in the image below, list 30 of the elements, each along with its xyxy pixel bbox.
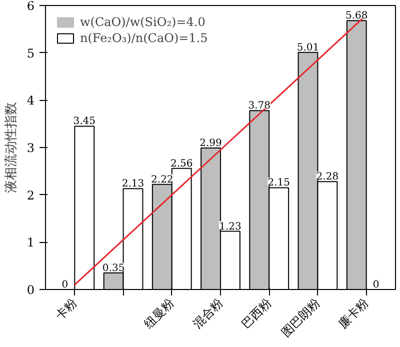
legend-label: n(Fe₂O₃)/n(CaO)=1.5 [80,31,208,45]
x-tick-label: 巴西粉 [238,296,274,331]
data-label: 1.23 [219,221,242,232]
data-label: 0 [62,280,68,290]
data-label: 2.28 [316,172,339,183]
data-label: 2.13 [122,178,144,190]
data-label: 0 [372,280,380,290]
data-label: 3.45 [73,116,96,128]
data-label: 2.56 [170,158,193,170]
data-label: 0.35 [102,262,125,274]
y-tick-label: 6 [26,0,35,13]
data-label: 2.99 [200,138,222,149]
x-tick-label: 图巴朗粉 [278,296,323,340]
y-tick-label: 5 [26,46,35,60]
data-label: 3.78 [248,100,271,112]
y-axis-title: 液相流动性指数 [2,102,19,193]
data-label: 5.01 [296,42,320,54]
y-tick-label: 4 [26,94,35,108]
legend-label: w(CaO)/w(SiO₂)=4.0 [80,15,206,29]
y-tick-label: 0 [26,283,35,297]
data-label: 2.15 [268,178,290,189]
x-tick-label: 纽曼粉 [141,296,177,331]
x-tick-label: 混合粉 [190,296,226,331]
y-tick-label: 1 [26,236,35,250]
y-tick-label: 3 [26,141,35,155]
data-label: 5.68 [345,10,368,22]
x-tick-label: 卡粉 [52,296,80,322]
data-label: 2.22 [151,174,174,186]
x-tick-label: 廉卡粉 [336,296,372,331]
y-tick-label: 2 [26,188,35,202]
